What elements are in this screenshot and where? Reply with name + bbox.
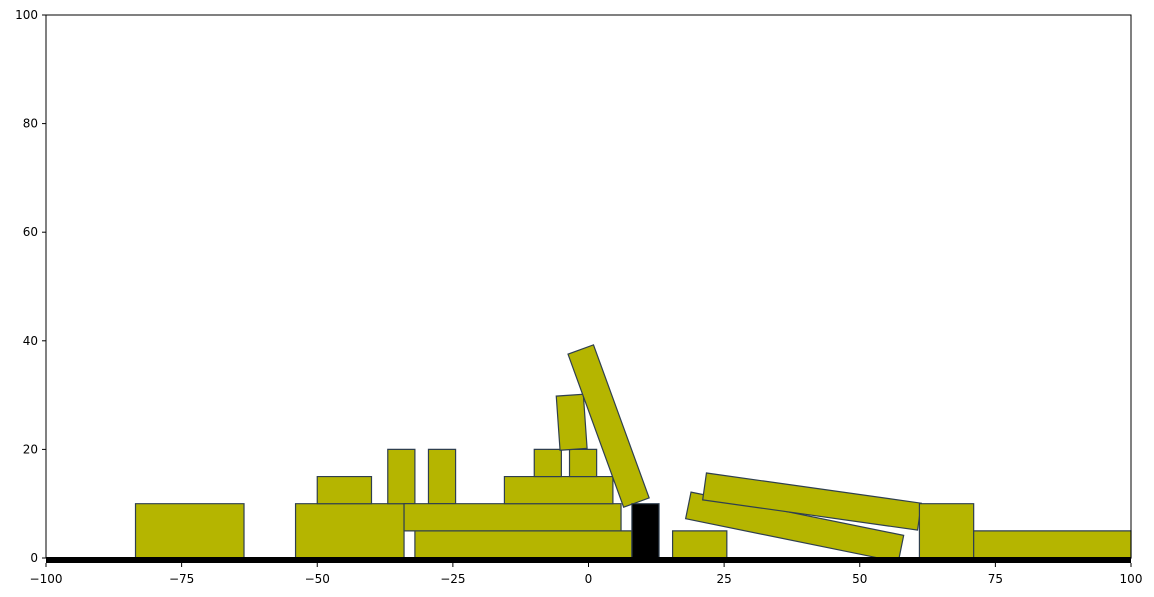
block-block-far-right bbox=[973, 530, 1132, 559]
y-axis-ticks: 0 20 40 60 80 100 bbox=[15, 8, 46, 565]
blocks-layer bbox=[134, 344, 1132, 563]
block-slab-mid bbox=[503, 475, 614, 505]
block-plank-lower bbox=[684, 491, 905, 563]
x-tick-label: −50 bbox=[305, 572, 330, 586]
x-tick-label: 75 bbox=[988, 572, 1003, 586]
y-tick-label: 20 bbox=[23, 442, 38, 456]
y-tick-label: 0 bbox=[30, 551, 38, 565]
block-beam-upper bbox=[403, 503, 622, 532]
x-tick-label: 50 bbox=[852, 572, 867, 586]
obstacle-block bbox=[631, 503, 660, 559]
y-tick-label: 80 bbox=[23, 117, 38, 131]
block-block-mid-large bbox=[294, 503, 405, 559]
x-tick-label: 100 bbox=[1120, 572, 1143, 586]
block-pillar-b bbox=[427, 448, 457, 505]
ground-line bbox=[46, 557, 1131, 563]
block-tilted-short bbox=[555, 393, 588, 451]
y-tick-label: 100 bbox=[15, 8, 38, 22]
y-tick-label: 60 bbox=[23, 225, 38, 239]
axes-frame bbox=[45, 14, 1132, 559]
block-block-small-right bbox=[671, 530, 728, 559]
block-tilted-long bbox=[567, 344, 650, 508]
block-small-cube-a bbox=[533, 448, 562, 478]
x-axis-ticks: −100 −75 −50 −25 0 25 50 75 100 bbox=[30, 563, 1143, 586]
block-block-top-left bbox=[316, 475, 373, 505]
x-tick-label: 0 bbox=[585, 572, 593, 586]
block-beam-lower bbox=[414, 530, 633, 559]
x-tick-label: 25 bbox=[716, 572, 731, 586]
x-tick-label: −100 bbox=[30, 572, 63, 586]
block-block-left-large bbox=[134, 503, 245, 559]
block-pillar-a bbox=[387, 448, 416, 505]
block-small-cube-b bbox=[568, 448, 598, 478]
x-tick-label: −75 bbox=[169, 572, 194, 586]
ground-layer bbox=[46, 557, 1131, 563]
x-tick-label: −25 bbox=[440, 572, 465, 586]
y-tick-label: 40 bbox=[23, 334, 38, 348]
block-block-right-cube bbox=[918, 503, 975, 559]
